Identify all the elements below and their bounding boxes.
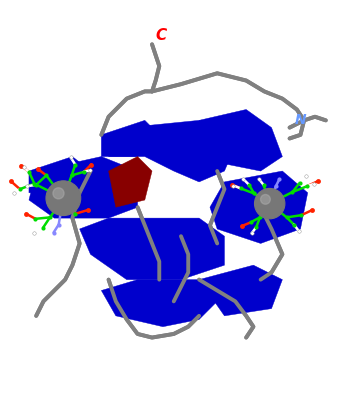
Circle shape: [46, 181, 81, 216]
Text: C: C: [155, 28, 167, 43]
Polygon shape: [199, 110, 282, 171]
Polygon shape: [29, 156, 138, 218]
Polygon shape: [101, 280, 217, 327]
Polygon shape: [199, 265, 282, 316]
Circle shape: [261, 194, 270, 204]
Polygon shape: [80, 218, 224, 280]
Polygon shape: [109, 156, 152, 207]
Circle shape: [254, 188, 285, 219]
Polygon shape: [109, 120, 235, 182]
Polygon shape: [210, 171, 308, 244]
Circle shape: [53, 188, 64, 199]
Text: N: N: [295, 113, 306, 127]
Polygon shape: [29, 156, 90, 193]
Polygon shape: [101, 120, 163, 156]
